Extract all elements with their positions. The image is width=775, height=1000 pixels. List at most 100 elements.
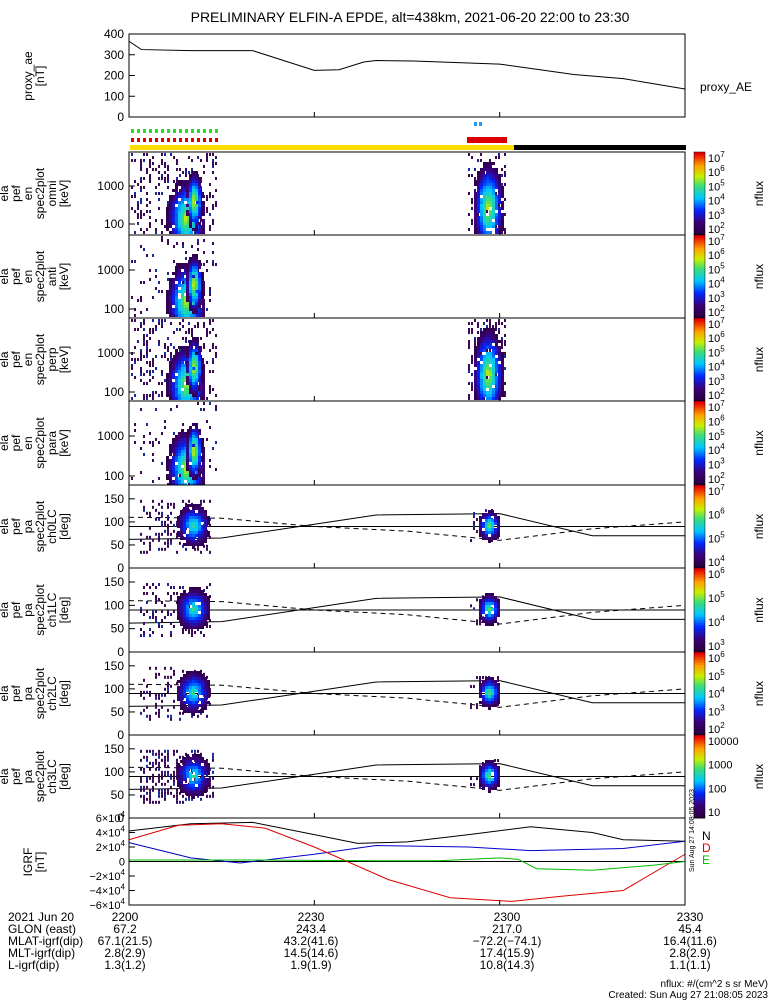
- spectrogram-cell: [184, 216, 187, 219]
- spectrogram-cell: [189, 272, 192, 275]
- spectrogram-cell: [483, 171, 485, 174]
- spectrogram-cell: [492, 361, 495, 364]
- spectrogram-cell: [473, 524, 475, 528]
- spectrogram-cell: [482, 620, 485, 623]
- spectrogram-cell: [206, 586, 208, 589]
- spectrogram-cell: [209, 213, 211, 216]
- spectrogram-cell: [209, 702, 211, 706]
- state-mark-green: [143, 129, 146, 133]
- spectrogram-cell: [183, 683, 186, 686]
- spectrogram-cell: [184, 299, 187, 302]
- spectrogram-cell: [177, 698, 180, 701]
- spectrogram-cell: [192, 305, 195, 308]
- axis-label-line: [deg]: [57, 680, 71, 707]
- spectrogram-cell: [178, 459, 181, 462]
- spectrogram-cell: [155, 595, 157, 598]
- spectrogram-cell: [480, 225, 483, 228]
- spectrogram-cell: [189, 760, 192, 763]
- spectrogram-cell: [152, 397, 154, 400]
- spectrogram-cell: [178, 480, 181, 483]
- spectrogram-cell: [180, 772, 183, 775]
- spectrogram-cell: [172, 397, 175, 400]
- spectrogram-cell: [149, 717, 151, 721]
- spectrogram-cell: [192, 394, 195, 397]
- spectrogram-cell: [191, 797, 193, 801]
- spectrogram-cell: [181, 213, 184, 216]
- spectrogram-cell: [186, 790, 189, 793]
- spectrogram-cell: [498, 183, 501, 186]
- spectrogram-cell: [198, 385, 201, 388]
- spectrogram-cell: [200, 631, 202, 634]
- spectrogram-cell: [192, 364, 195, 367]
- state-mark-red: [155, 138, 158, 142]
- colorbar-segment: [694, 576, 705, 579]
- colorbar-tick-label: 103: [708, 457, 725, 472]
- spectrogram-cell: [492, 391, 495, 394]
- spectrogram-cell: [483, 346, 486, 349]
- spectrogram-cell: [192, 192, 195, 195]
- ephemeris-label: L-igrf(dip): [8, 958, 59, 972]
- colorbar-segment: [694, 482, 705, 486]
- spectrogram-cell: [146, 343, 148, 346]
- spectrogram-cell: [166, 382, 169, 385]
- spectrogram-cell: [192, 707, 195, 710]
- colorbar-segment: [694, 670, 705, 674]
- spectrogram-cell: [173, 586, 175, 589]
- spectrogram-cell: [198, 192, 201, 195]
- spectrogram-cell: [181, 444, 184, 447]
- spectrogram-cell: [158, 547, 160, 551]
- spectrogram-cell: [480, 186, 483, 189]
- colorbar-segment: [694, 813, 705, 817]
- spectrogram-cell: [143, 767, 145, 771]
- spectrogram-cell: [486, 195, 489, 198]
- spectrogram-cell: [189, 468, 192, 471]
- spectrogram-cell: [492, 394, 495, 397]
- spectrogram-cell: [198, 213, 201, 216]
- spectrogram-cell: [192, 775, 195, 778]
- spectrogram-cell: [172, 272, 175, 275]
- spectrogram-cell: [195, 456, 198, 459]
- spectrogram-cell: [485, 519, 488, 522]
- spectrogram-cell: [152, 616, 154, 619]
- spectrogram-cell: [187, 373, 190, 376]
- spectrogram-cell: [207, 516, 210, 519]
- spectrogram-cell: [167, 278, 169, 281]
- spectrogram-cell: [189, 474, 192, 477]
- spectrogram-cell: [169, 450, 172, 453]
- spectrogram-cell: [489, 177, 492, 180]
- spectrogram-cell: [164, 529, 166, 533]
- spectrogram-cell: [169, 210, 172, 213]
- spectrogram-cell: [195, 474, 198, 477]
- spectrogram-cell: [186, 444, 189, 447]
- state-mark-green: [149, 129, 152, 133]
- spectrogram-cell: [198, 468, 201, 471]
- spectrogram-cell: [201, 528, 204, 531]
- spectrogram-cell: [167, 337, 169, 340]
- spectrogram-cell: [143, 248, 145, 251]
- spectrogram-cell: [488, 522, 491, 525]
- footnote-created: Created: Sun Aug 27 21:08:05 2023: [608, 990, 768, 1000]
- spectrogram-cell: [181, 228, 184, 231]
- spectrogram-cell: [177, 525, 180, 528]
- spectrogram-cell: [177, 522, 180, 525]
- axis-label-line: proxy_ae: [21, 51, 35, 101]
- colorbar-segment: [694, 586, 705, 590]
- spectrogram-cell: [170, 538, 172, 542]
- colorbar-segment: [694, 415, 705, 419]
- spectrogram-cell: [134, 210, 136, 213]
- spectrogram-cell: [173, 331, 175, 334]
- spectrogram-cell: [192, 287, 195, 290]
- spectrogram-cell: [173, 529, 175, 533]
- spectrogram-cell: [186, 534, 189, 537]
- spectrogram-cell: [172, 391, 175, 394]
- spectrogram-cell: [485, 763, 488, 766]
- spectrogram-cell: [195, 465, 198, 468]
- spectrogram-cell: [477, 198, 480, 201]
- spectrogram-cell: [192, 391, 195, 394]
- spectrogram-cell: [471, 388, 473, 391]
- spectrogram-cell: [180, 537, 183, 540]
- spectrogram-cell: [190, 394, 193, 397]
- spectrogram-cell: [488, 525, 491, 528]
- spectrogram-cell: [498, 358, 501, 361]
- spectrogram-cell: [152, 776, 154, 780]
